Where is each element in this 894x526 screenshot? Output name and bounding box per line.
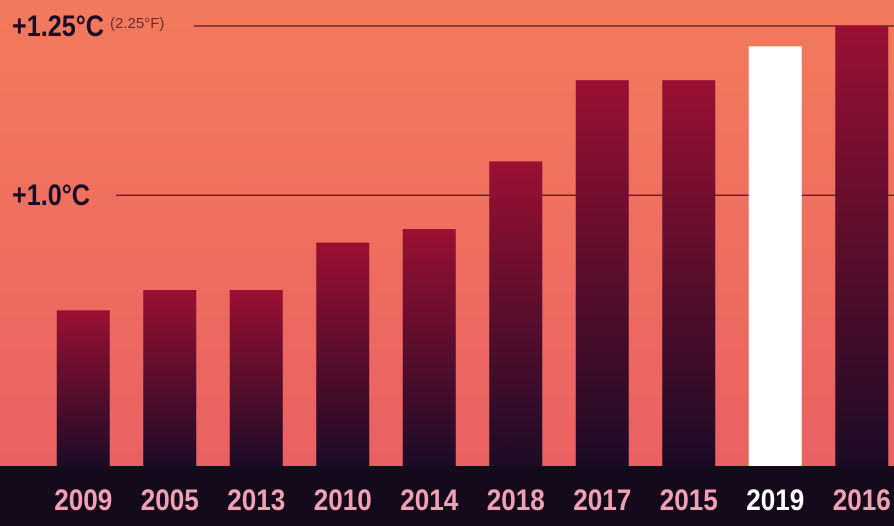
bar-2010 <box>316 242 370 466</box>
y-tick-labels: +1.25°C (2.25°F) +1.0°C <box>12 10 164 212</box>
y-tick-label: +1.0°C <box>12 179 90 212</box>
bar-2019 <box>748 46 802 467</box>
y-tick-label: +1.25°C <box>12 10 104 43</box>
bar-2009 <box>56 310 110 466</box>
bar-2015 <box>662 80 716 467</box>
bar-2016 <box>835 26 889 466</box>
bars <box>56 26 889 467</box>
x-tick-label-2009: 2009 <box>54 484 112 517</box>
x-tick-label-2019: 2019 <box>746 484 804 517</box>
y-tick-sublabel: (2.25°F) <box>110 15 164 32</box>
x-tick-label-2016: 2016 <box>833 484 891 517</box>
x-tick-label-2014: 2014 <box>400 484 458 517</box>
x-axis-band <box>0 466 894 526</box>
x-tick-labels: 2009 2005 2013 2010 2014 2018 2017 2015 2019 2016 <box>54 484 891 517</box>
bar-2018 <box>489 161 543 466</box>
x-tick-label-2015: 2015 <box>660 484 718 517</box>
bar-2005 <box>143 290 197 466</box>
x-tick-label-2013: 2013 <box>227 484 285 517</box>
bar-2017 <box>575 80 629 467</box>
x-tick-label-2017: 2017 <box>573 484 631 517</box>
x-tick-label-2018: 2018 <box>487 484 545 517</box>
x-tick-label-2010: 2010 <box>314 484 372 517</box>
bar-2013 <box>229 290 283 466</box>
bar-2014 <box>402 229 456 466</box>
x-tick-label-2005: 2005 <box>141 484 199 517</box>
